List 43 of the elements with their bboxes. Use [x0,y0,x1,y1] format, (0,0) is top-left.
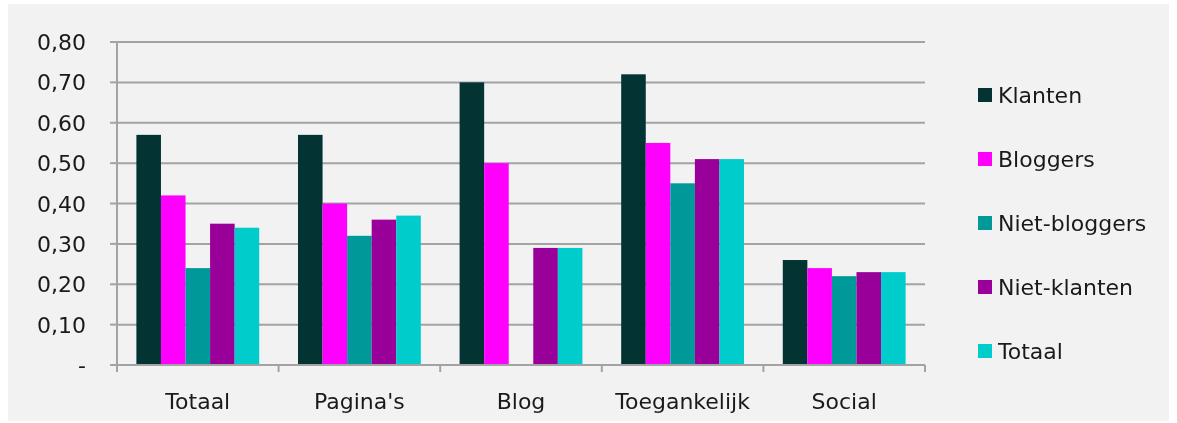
legend-label: Klanten [998,82,1083,108]
bar [533,247,558,365]
y-tick-label: 0,60 [37,110,86,136]
legend-label: Bloggers [998,146,1095,172]
bar [694,159,720,365]
bar [557,247,583,365]
bar [831,276,857,365]
bar [484,163,509,365]
bar [856,272,882,365]
bar [719,159,745,365]
bar [782,260,808,365]
y-tick-label: 0,20 [37,271,86,297]
y-tick-label: 0,10 [37,312,86,338]
legend-label: Niet-klanten [998,274,1134,300]
bar [322,203,348,365]
x-tick-label: Social [811,388,877,414]
bar [371,219,397,365]
bar [807,268,832,365]
x-tick-label: Pagina's [314,388,405,414]
bar [347,235,372,365]
x-tick-label: Toegankelijk [614,388,751,414]
y-tick-label: 0,30 [37,231,86,257]
y-tick-label: 0,70 [37,69,86,95]
legend-label: Totaal [997,338,1063,364]
bar [234,227,260,365]
y-tick-label: - [78,352,86,378]
y-tick-label: 0,80 [37,29,86,55]
bar [160,195,186,365]
bar [645,142,671,365]
y-tick-label: 0,40 [37,191,86,216]
legend-label: Niet-bloggers [998,210,1147,236]
bar [621,74,646,365]
bar [459,82,485,365]
bar [136,134,161,365]
x-tick-label: Blog [496,388,546,414]
bar [670,183,695,365]
x-tick-label: Totaal [164,388,231,414]
bar [881,272,906,365]
bar [297,134,323,365]
bar [210,223,235,365]
bar [396,215,421,365]
bar [185,268,211,365]
y-tick-label: 0,50 [37,150,86,176]
